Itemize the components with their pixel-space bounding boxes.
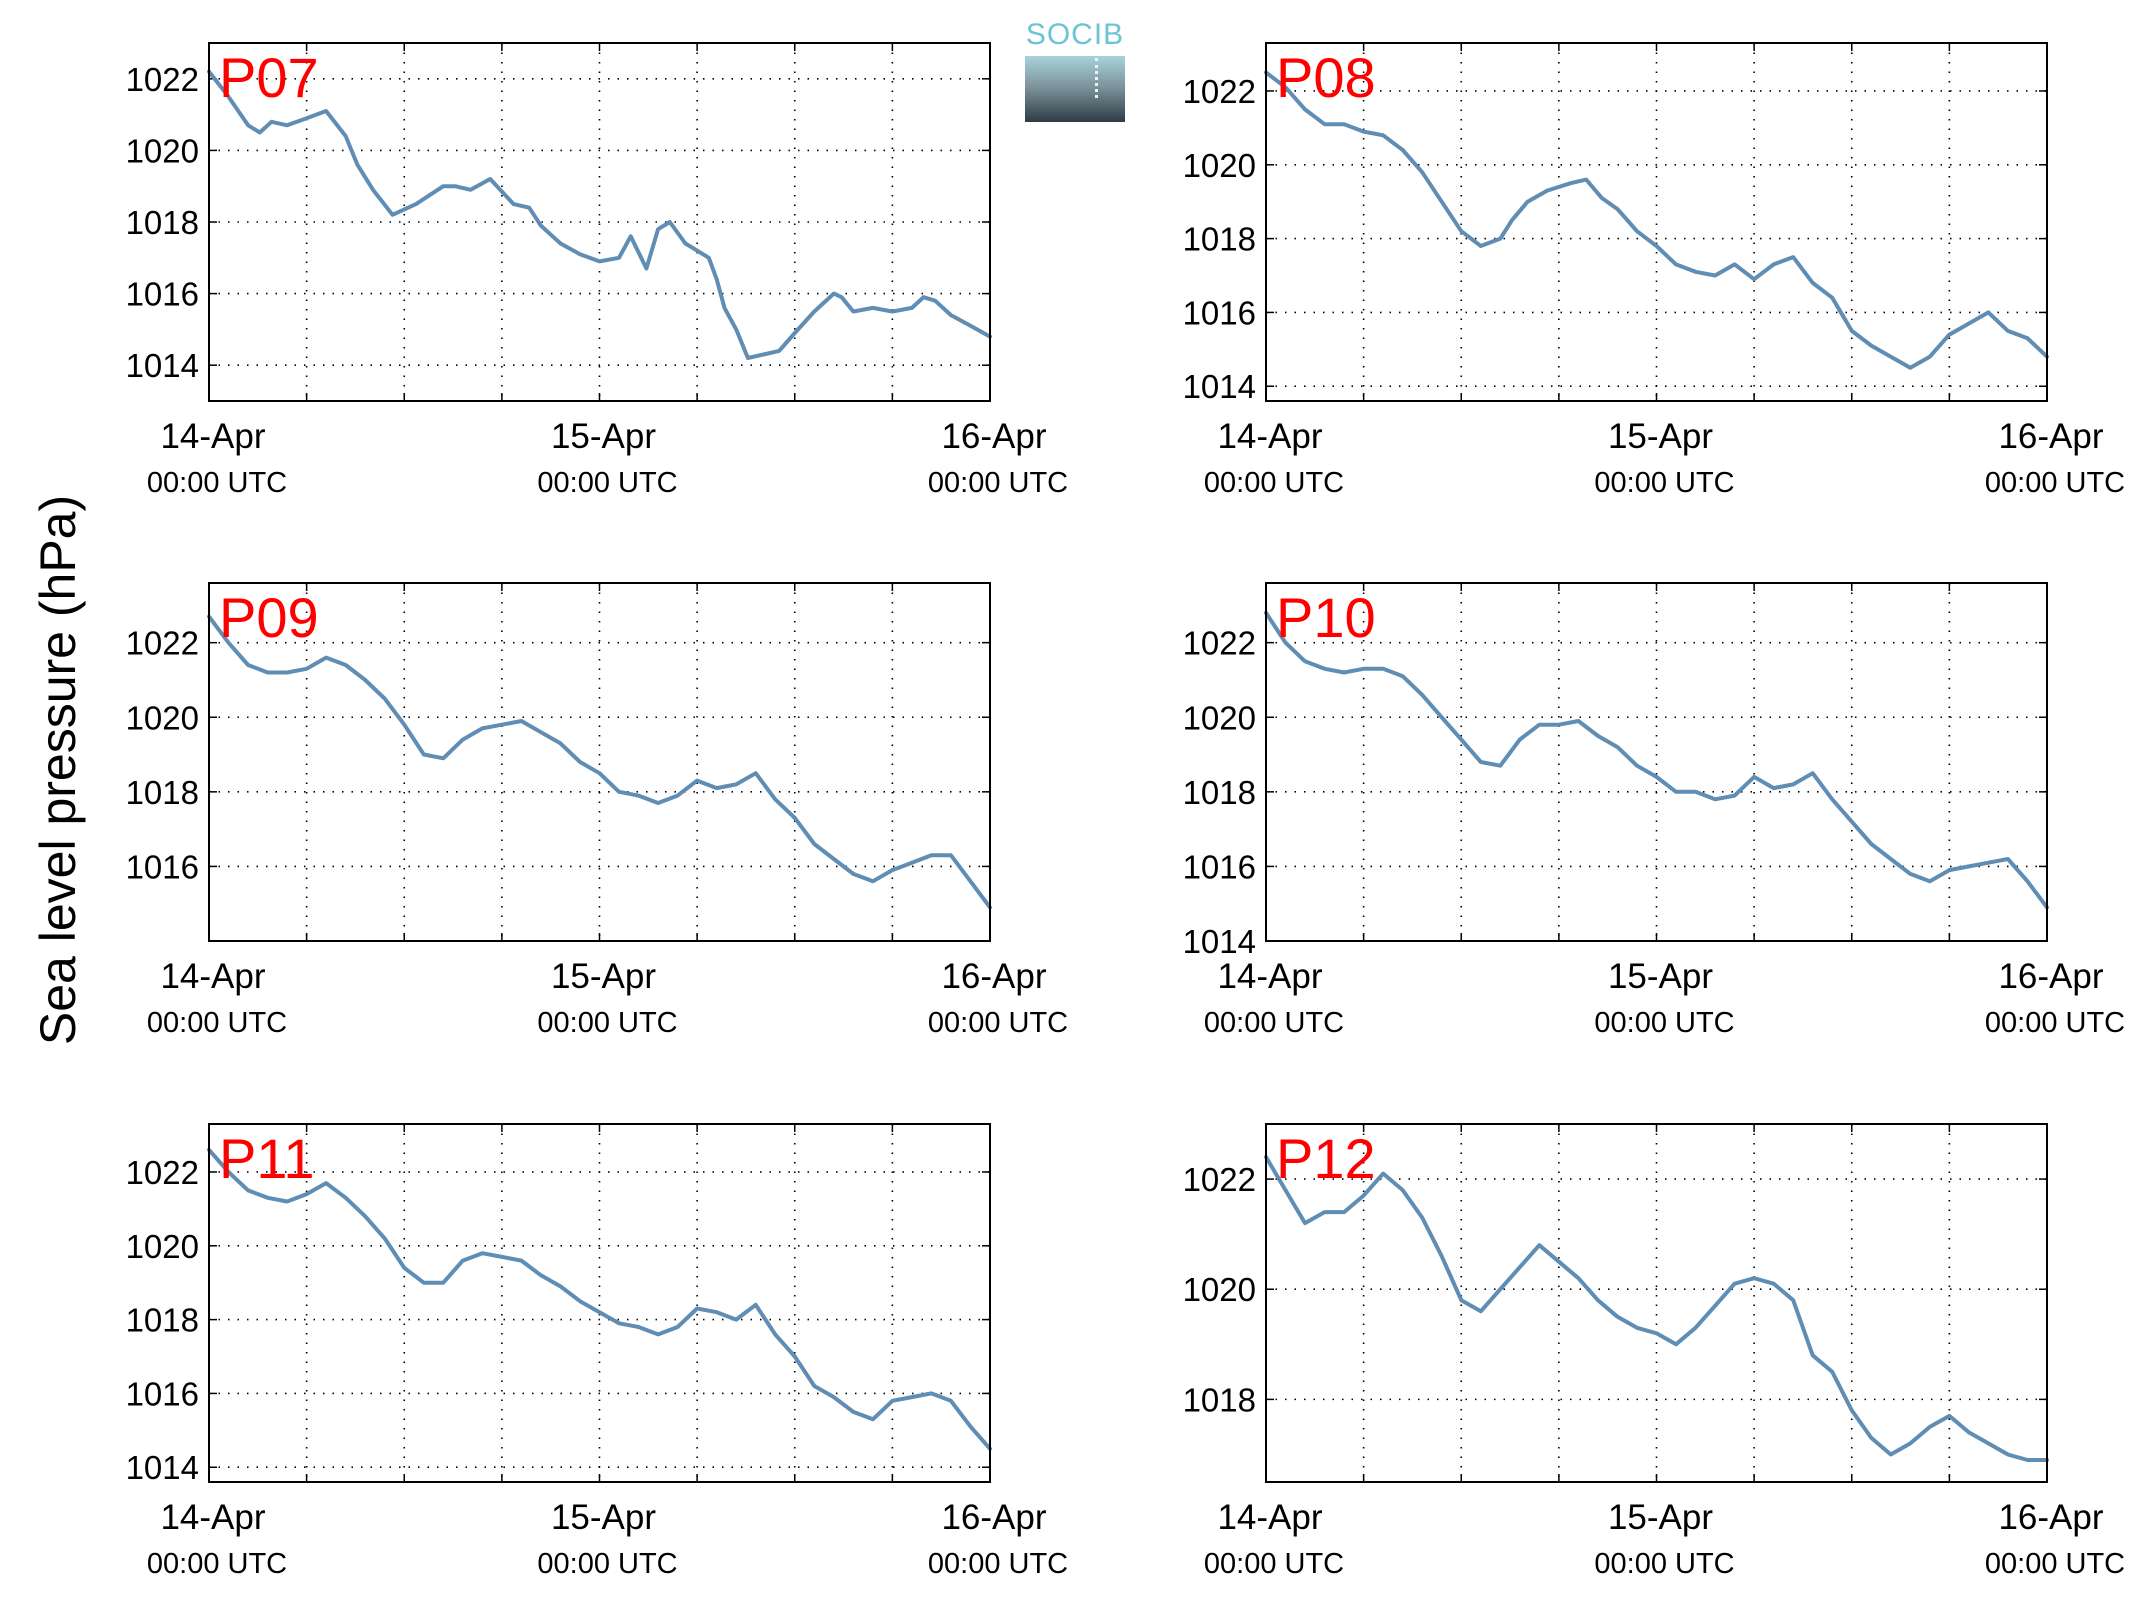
y-tick-label: 1016 (126, 1375, 199, 1412)
y-tick-label: 1014 (1183, 923, 1256, 960)
x-tick-label-time: 00:00 UTC (1985, 1548, 2125, 1580)
x-tick-label-time: 00:00 UTC (1985, 1007, 2125, 1039)
y-tick-label: 1020 (126, 699, 199, 736)
station-label: P12 (1276, 1127, 1376, 1190)
x-tick-label-time: 00:00 UTC (1204, 1548, 1344, 1580)
logo-block (1025, 56, 1125, 122)
x-tick-label-time: 00:00 UTC (1985, 467, 2125, 499)
y-tick-label: 1018 (126, 204, 199, 241)
x-tick-label-time: 00:00 UTC (928, 1548, 1068, 1580)
series-line-p09 (207, 614, 992, 910)
y-tick-label: 1014 (1183, 368, 1256, 405)
x-tick-label-time: 00:00 UTC (1594, 1007, 1734, 1039)
y-tick-label: 1014 (126, 347, 199, 384)
y-tick-label: 1016 (1183, 848, 1256, 885)
y-tick-label: 1018 (126, 1302, 199, 1339)
station-label: P11 (219, 1127, 314, 1190)
socib-logo: SOCIB (1025, 18, 1125, 122)
x-tick-label-day: 15-Apr (1608, 417, 1713, 456)
y-tick-label: 1018 (1183, 1381, 1256, 1418)
y-tick-label: 1018 (1183, 774, 1256, 811)
x-tick-label-time: 00:00 UTC (928, 1007, 1068, 1039)
y-tick-label: 1016 (1183, 294, 1256, 331)
y-tick-label: 1022 (126, 61, 199, 98)
chart-panel-p12: 1018 1020 1022 14-Apr 00:00 UTC 15-Apr 00:00 U… (1183, 1123, 2125, 1580)
y-tick-label: 1016 (126, 848, 199, 885)
y-tick-label: 1016 (126, 276, 199, 313)
x-tick-label-time: 00:00 UTC (537, 1548, 677, 1580)
station-label: P09 (219, 586, 319, 649)
x-tick-label-day: 15-Apr (1608, 1498, 1713, 1537)
y-tick-label: 1018 (1183, 221, 1256, 258)
y-tick-label: 1020 (126, 1228, 199, 1265)
series-line-p11 (207, 1147, 992, 1451)
x-tick-label-day: 14-Apr (1217, 957, 1322, 996)
y-tick-label: 1020 (1183, 1271, 1256, 1308)
station-label: P08 (1276, 46, 1376, 109)
chart-panel-p10: 1014 1016 1018 1020 1022 14-Apr 00:00 UTC 15-Ap… (1183, 582, 2125, 1039)
x-tick-label-day: 16-Apr (1998, 417, 2103, 456)
y-tick-label: 1018 (126, 774, 199, 811)
x-tick-label-day: 14-Apr (160, 1498, 265, 1537)
chart-panel-p09: 1016 1018 1020 1022 14-Apr 00:00 UTC 15-Apr 00:… (126, 582, 1068, 1039)
y-tick-label: 1020 (1183, 699, 1256, 736)
y-tick-label: 1020 (126, 132, 199, 169)
y-tick-label: 1014 (126, 1449, 199, 1486)
station-label: P07 (219, 46, 319, 109)
x-tick-label-day: 14-Apr (1217, 417, 1322, 456)
x-tick-label-day: 14-Apr (160, 957, 265, 996)
axes-frame (1265, 582, 2048, 942)
station-label: P10 (1276, 586, 1376, 649)
series-line-p07 (207, 69, 992, 360)
axes-frame (208, 42, 991, 402)
x-tick-label-time: 00:00 UTC (147, 467, 287, 499)
series-line-p08 (1264, 70, 2049, 370)
axes-frame (1265, 42, 2048, 402)
logo-text: SOCIB (1025, 18, 1125, 51)
y-axis-label: Sea level pressure (hPa) (30, 494, 86, 1046)
y-tick-label: 1022 (126, 1154, 199, 1191)
x-tick-label-day: 15-Apr (1608, 957, 1713, 996)
y-tick-label: 1020 (1183, 147, 1256, 184)
x-tick-label-time: 00:00 UTC (1594, 1548, 1734, 1580)
x-tick-label-time: 00:00 UTC (147, 1007, 287, 1039)
x-tick-label-day: 16-Apr (941, 417, 1046, 456)
y-tick-label: 1022 (1183, 625, 1256, 662)
x-tick-label-day: 14-Apr (1217, 1498, 1322, 1537)
x-tick-label-time: 00:00 UTC (537, 1007, 677, 1039)
y-tick-label: 1022 (1183, 1161, 1256, 1198)
x-tick-label-time: 00:00 UTC (537, 467, 677, 499)
x-tick-label-time: 00:00 UTC (1204, 1007, 1344, 1039)
x-tick-label-day: 16-Apr (1998, 957, 2103, 996)
series-line-p10 (1264, 610, 2049, 910)
chart-panel-p07: 1014 1016 1018 1020 1022 14-Apr 00:00 UTC 15-Ap… (126, 42, 1068, 499)
x-tick-label-day: 16-Apr (941, 1498, 1046, 1537)
x-tick-label-day: 14-Apr (160, 417, 265, 456)
x-tick-label-day: 15-Apr (551, 1498, 656, 1537)
axes-frame (1265, 1123, 2048, 1483)
x-tick-label-day: 16-Apr (1998, 1498, 2103, 1537)
y-tick-label: 1022 (1183, 73, 1256, 110)
x-tick-label-day: 15-Apr (551, 417, 656, 456)
x-tick-label-time: 00:00 UTC (928, 467, 1068, 499)
x-tick-label-time: 00:00 UTC (1594, 467, 1734, 499)
x-tick-label-time: 00:00 UTC (1204, 467, 1344, 499)
y-tick-label: 1022 (126, 625, 199, 662)
axes-frame (208, 1123, 991, 1483)
x-tick-label-day: 16-Apr (941, 957, 1046, 996)
series-line-p12 (1264, 1155, 2049, 1462)
chart-panel-p11: 1014 1016 1018 1020 1022 14-Apr 00:00 UTC 15-Ap… (126, 1123, 1068, 1580)
x-tick-label-day: 15-Apr (551, 957, 656, 996)
axes-frame (208, 582, 991, 942)
chart-panel-p08: 1014 1016 1018 1020 1022 14-Apr 00:00 UTC 15-Ap… (1183, 42, 2125, 499)
x-tick-label-time: 00:00 UTC (147, 1548, 287, 1580)
